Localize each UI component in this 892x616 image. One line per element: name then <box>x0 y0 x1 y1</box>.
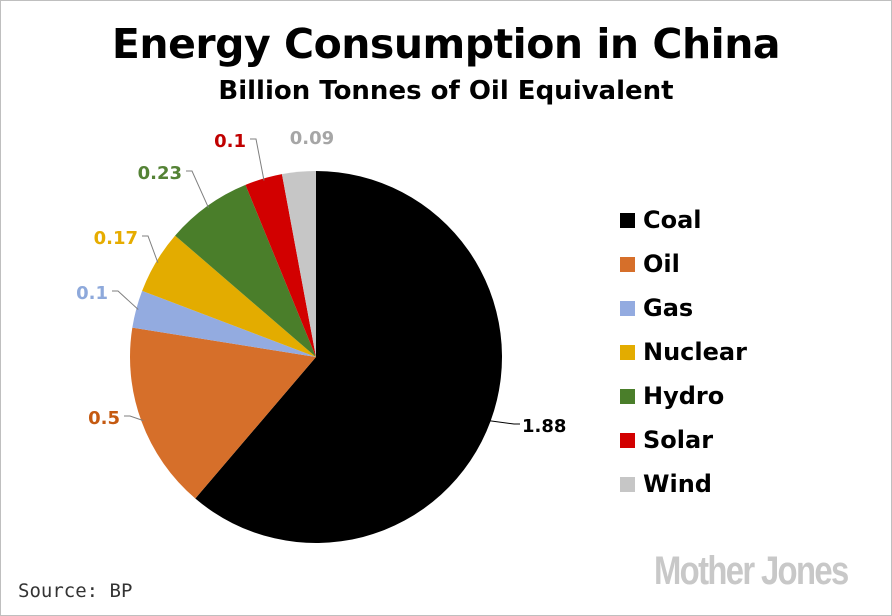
legend-label: Solar <box>643 426 714 454</box>
data-label-hydro: 0.23 <box>138 163 182 184</box>
legend-label: Wind <box>643 470 712 498</box>
legend-item-gas: Gas <box>620 286 747 330</box>
leader-line-hydro <box>186 170 209 208</box>
legend-label: Nuclear <box>643 338 747 366</box>
data-label-solar: 0.1 <box>214 131 246 152</box>
pie-slices <box>130 171 503 543</box>
legend-label: Hydro <box>643 382 725 410</box>
data-labels: 1.88 0.5 0.1 0.17 0.23 0.1 0.09 <box>76 128 566 437</box>
legend-swatch <box>620 344 635 360</box>
legend-swatch <box>620 388 635 404</box>
leader-line-nuclear <box>142 235 159 264</box>
source-note: Source: BP <box>18 580 133 602</box>
pie-slice-coal <box>195 171 503 543</box>
legend-swatch <box>620 212 635 228</box>
legend-label: Gas <box>643 294 694 322</box>
data-label-gas: 0.1 <box>76 283 108 304</box>
data-label-wind: 0.09 <box>290 128 334 149</box>
legend-swatch <box>620 476 635 492</box>
data-label-nuclear: 0.17 <box>94 228 138 249</box>
legend: Coal Oil Gas Nuclear Hydro Solar Wind <box>620 198 747 506</box>
pie-slice-wind <box>281 171 316 357</box>
legend-label: Coal <box>643 206 702 234</box>
legend-swatch <box>620 300 635 316</box>
pie-slice-gas <box>132 290 316 357</box>
legend-swatch <box>620 256 635 272</box>
mother-jones-logo: Mother Jones <box>654 549 849 593</box>
pie-slice-oil <box>130 327 316 499</box>
pie-slice-hydro <box>175 184 316 357</box>
legend-label: Oil <box>643 250 680 278</box>
pie-slice-nuclear <box>142 235 316 357</box>
legend-item-hydro: Hydro <box>620 374 747 418</box>
leader-line-oil <box>124 415 144 422</box>
leader-line-gas <box>112 290 139 310</box>
legend-item-oil: Oil <box>620 242 747 286</box>
data-label-coal: 1.88 <box>522 416 566 437</box>
chart-title: Energy Consumption in China <box>111 20 781 68</box>
legend-swatch <box>620 432 635 448</box>
data-label-oil: 0.5 <box>88 408 120 429</box>
legend-item-nuclear: Nuclear <box>620 330 747 374</box>
leader-line-coal <box>488 420 520 425</box>
pie-slice-solar <box>245 174 316 357</box>
chart-subtitle: Billion Tonnes of Oil Equivalent <box>218 76 674 106</box>
leader-lines <box>112 138 520 425</box>
legend-item-wind: Wind <box>620 462 747 506</box>
leader-line-solar <box>250 138 265 181</box>
legend-item-solar: Solar <box>620 418 747 462</box>
legend-item-coal: Coal <box>620 198 747 242</box>
